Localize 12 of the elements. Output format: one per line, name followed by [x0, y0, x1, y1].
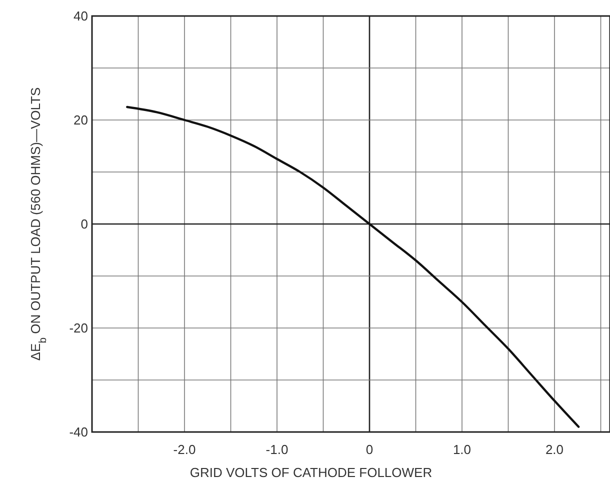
y-tick-label: 20: [74, 112, 88, 128]
y-tick-label: 40: [74, 8, 88, 24]
y-tick-label: -40: [69, 424, 88, 440]
y-tick-label: 0: [80, 216, 88, 232]
x-axis-title: GRID VOLTS OF CATHODE FOLLOWER: [190, 465, 432, 480]
y-tick-label: -20: [69, 320, 88, 336]
x-tick-label: -1.0: [266, 442, 288, 457]
x-tick-label: -2.0: [173, 442, 196, 457]
x-tick-label: 0: [366, 442, 374, 457]
x-tick-label: 1.0: [452, 442, 472, 457]
line-series: [126, 106, 580, 428]
x-tick-label: 2.0: [545, 442, 564, 457]
